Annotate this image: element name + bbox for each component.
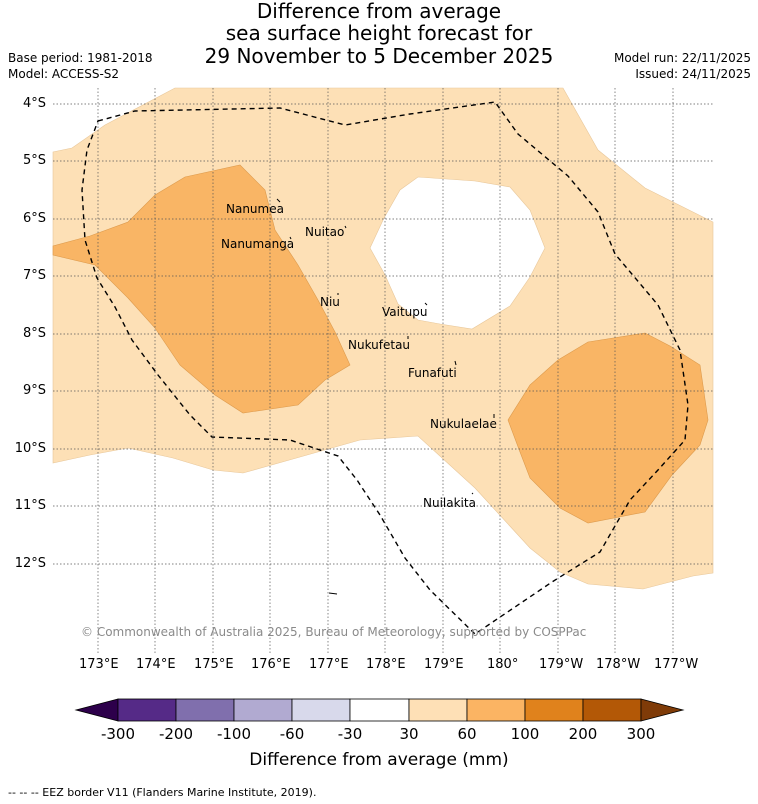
colorbar-segment xyxy=(524,698,584,722)
copyright-notice: © Commonwealth of Australia 2025, Bureau… xyxy=(81,625,587,639)
issued-date: Issued: 24/11/2025 xyxy=(635,67,751,81)
colorbar-segment xyxy=(582,698,642,722)
island-label-nukulaelae: Nukulaelae xyxy=(430,417,497,431)
colorbar-segment xyxy=(117,698,177,722)
colorbar-segment xyxy=(408,698,468,722)
lon-label: 177°E xyxy=(309,657,349,672)
island-label-nuilakita: Nuilakita xyxy=(423,496,476,510)
colorbar-segment xyxy=(175,698,235,722)
island-label-nukufetau: Nukufetau xyxy=(348,338,411,352)
lon-label: 175°E xyxy=(194,657,234,672)
anomaly-band-neutral-hole xyxy=(369,176,546,330)
colorbar-segment xyxy=(233,698,293,722)
colorbar-tick: 200 xyxy=(568,725,598,743)
island-label-funafuti: Funafuti xyxy=(408,366,457,380)
title-line-2: sea surface height forecast for xyxy=(225,21,533,45)
colorbar-title: Difference from average (mm) xyxy=(249,750,509,770)
lat-label: 4°S xyxy=(22,96,46,111)
lat-label: 11°S xyxy=(14,498,46,513)
lat-label: 7°S xyxy=(22,268,46,283)
eez-legend-footer: -- -- -- EEZ border V11 (Flanders Marine… xyxy=(8,786,317,799)
lon-label: 178°W xyxy=(596,657,641,672)
colorbar-tick: -200 xyxy=(158,725,194,743)
model-name: Model: ACCESS-S2 xyxy=(8,67,120,81)
island-markers xyxy=(276,198,495,595)
colorbar-extend-low xyxy=(74,698,119,722)
colorbar-tick: -100 xyxy=(216,725,252,743)
island-label-nuitao: Nuitao xyxy=(305,225,345,239)
base-period: Base period: 1981-2018 xyxy=(8,51,153,65)
lon-label: 174°E xyxy=(136,657,176,672)
lat-label: 8°S xyxy=(22,326,46,341)
lon-label: 180° xyxy=(487,657,519,672)
title-line-1: Difference from average xyxy=(256,0,502,23)
island-label-niu: Niu xyxy=(320,295,340,309)
colorbar-tick: 100 xyxy=(510,725,540,743)
island-label-nanumanga: Nanumanga xyxy=(221,237,295,251)
colorbar-segment xyxy=(291,698,351,722)
lat-label: 9°S xyxy=(22,383,46,398)
colorbar-tick: -30 xyxy=(337,725,363,743)
anomaly-band-60-100-east xyxy=(507,332,709,524)
colorbar-segment xyxy=(349,698,410,722)
colorbar-segment xyxy=(466,698,526,722)
lon-label: 173°E xyxy=(79,657,119,672)
lon-label: 178°E xyxy=(366,657,406,672)
lon-label: 177°W xyxy=(654,657,699,672)
anomaly-band-60-100-west xyxy=(52,164,351,414)
title-line-3: 29 November to 5 December 2025 xyxy=(204,44,554,68)
lat-label: 5°S xyxy=(22,153,46,168)
eez-border xyxy=(81,101,689,635)
lon-label: 179°E xyxy=(424,657,464,672)
island-label-nanumea: Nanumea xyxy=(226,202,284,216)
colorbar-tick: 30 xyxy=(399,725,419,743)
model-run: Model run: 22/11/2025 xyxy=(613,51,751,65)
colorbar-tick: 300 xyxy=(626,725,656,743)
lat-label: 10°S xyxy=(14,441,46,456)
colorbar xyxy=(74,698,685,722)
island-label-vaitupu: Vaitupu xyxy=(382,305,428,319)
lat-label: 12°S xyxy=(14,556,46,571)
colorbar-tick: 60 xyxy=(457,725,477,743)
colorbar-tick: -300 xyxy=(100,725,136,743)
lon-label: 176°E xyxy=(251,657,291,672)
colorbar-extend-high xyxy=(640,698,685,722)
lat-label: 6°S xyxy=(22,211,46,226)
lon-label: 179°W xyxy=(539,657,584,672)
colorbar-tick: -60 xyxy=(279,725,305,743)
